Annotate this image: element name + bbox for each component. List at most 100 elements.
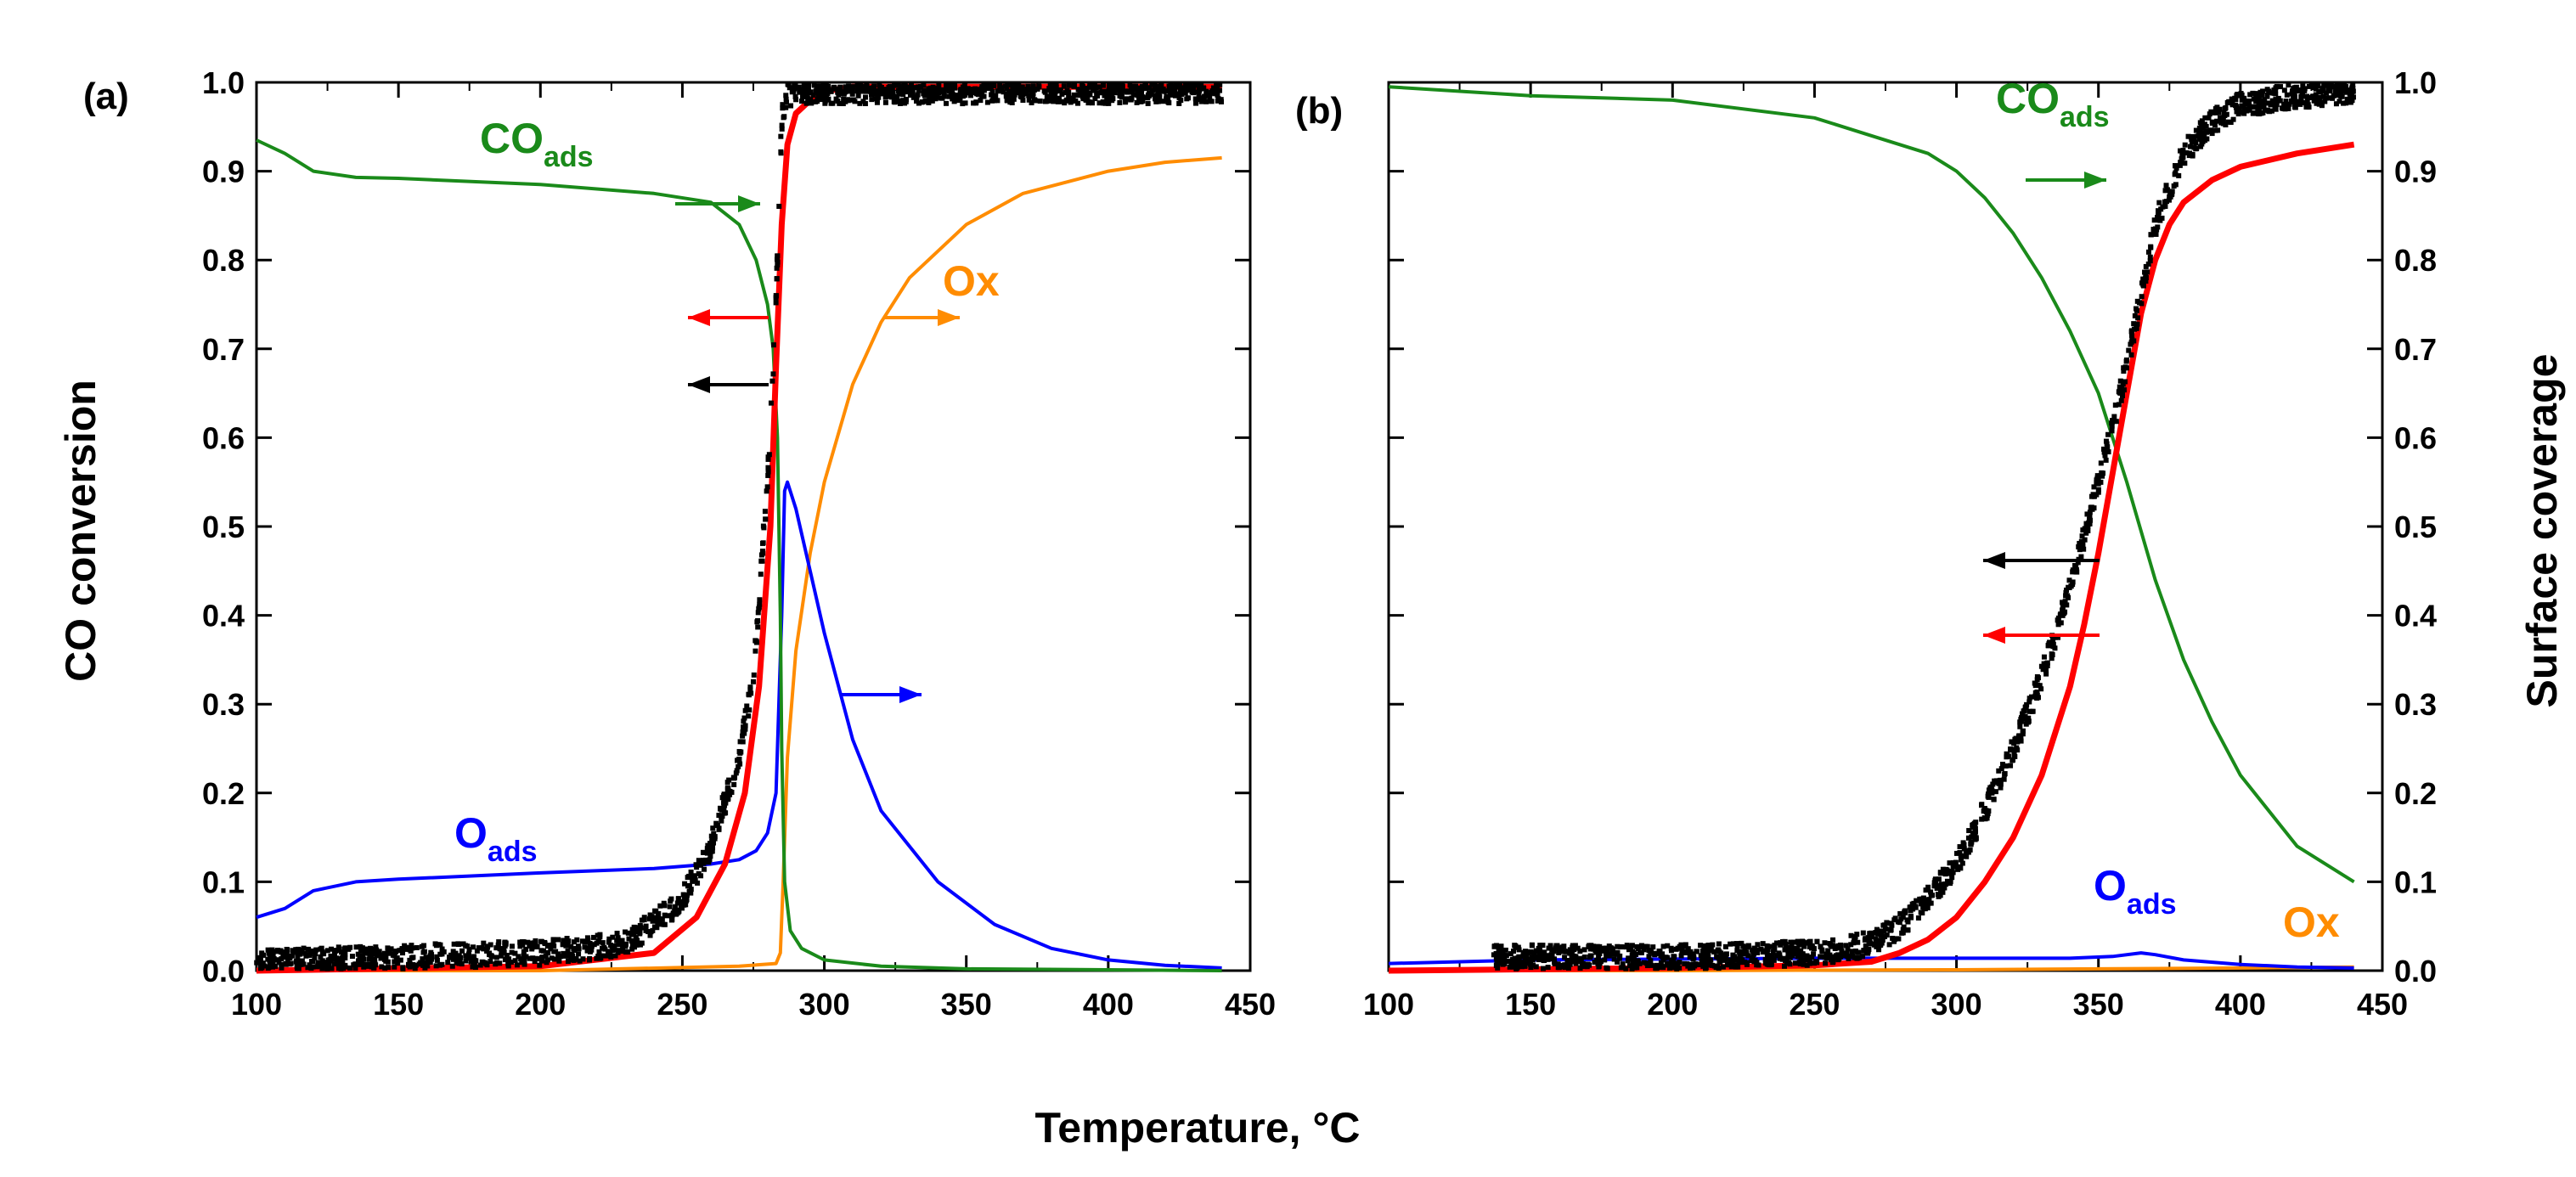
data-point	[1155, 87, 1161, 93]
data-point	[2180, 148, 2186, 154]
data-point	[1800, 938, 1806, 944]
data-point	[707, 853, 713, 859]
data-point	[1699, 948, 1705, 954]
arrow-head	[688, 376, 710, 393]
data-point	[400, 966, 406, 971]
data-point	[2187, 150, 2193, 156]
data-point	[1950, 864, 1956, 870]
data-point	[2016, 733, 2022, 739]
data-point	[1944, 867, 1950, 873]
data-point	[809, 100, 815, 106]
data-point	[2192, 139, 2198, 145]
y-tick-label: 0.9	[2394, 155, 2437, 189]
data-point	[2235, 106, 2241, 112]
data-point	[2218, 115, 2224, 121]
data-point	[2184, 149, 2190, 155]
data-point	[1109, 98, 1115, 104]
data-point	[313, 947, 319, 953]
data-point	[1905, 919, 1911, 925]
data-point	[1626, 955, 1632, 961]
data-point	[1765, 958, 1771, 964]
data-point	[2052, 634, 2058, 640]
data-point	[1177, 89, 1183, 95]
data-point	[857, 100, 863, 106]
data-point	[1148, 92, 1154, 98]
data-point	[466, 947, 472, 953]
data-point	[1801, 961, 1807, 967]
data-point	[509, 943, 515, 949]
data-point	[610, 934, 616, 940]
data-point	[2200, 125, 2206, 131]
data-point	[403, 946, 409, 952]
data-point	[2011, 741, 2017, 746]
data-point	[1905, 927, 1911, 933]
data-point	[1066, 82, 1072, 88]
data-point	[1660, 951, 1666, 957]
data-point	[2229, 96, 2235, 102]
data-point	[2190, 151, 2196, 157]
data-point	[2020, 731, 2026, 737]
data-point	[329, 946, 335, 952]
data-point	[1202, 93, 1208, 99]
data-point	[623, 929, 628, 935]
data-point	[2198, 144, 2204, 149]
data-point	[759, 558, 765, 564]
data-point	[1629, 952, 1635, 958]
data-point	[1932, 877, 1938, 883]
data-point	[1197, 96, 1203, 102]
data-point	[2077, 547, 2083, 553]
data-point	[869, 97, 875, 103]
data-point	[698, 873, 704, 879]
data-point	[1874, 931, 1880, 937]
data-point	[944, 83, 950, 89]
data-point	[2147, 254, 2153, 260]
data-point	[555, 937, 561, 943]
data-point	[1959, 857, 1964, 863]
data-point	[912, 85, 918, 91]
data-point	[1744, 960, 1750, 966]
data-point	[1075, 87, 1081, 93]
data-point	[1117, 99, 1123, 105]
x-tick-label: 200	[515, 987, 566, 1022]
data-point	[405, 944, 411, 950]
data-point	[630, 927, 636, 933]
data-point	[1882, 926, 1888, 932]
data-point	[2010, 757, 2015, 763]
data-point	[2331, 93, 2336, 99]
data-point	[900, 92, 906, 98]
data-point	[1787, 961, 1793, 967]
annotation-label: Ox	[943, 257, 1000, 305]
data-point	[1071, 82, 1077, 88]
data-point	[631, 924, 637, 930]
data-point	[1728, 964, 1734, 970]
data-point	[2084, 511, 2090, 517]
data-point	[751, 672, 757, 678]
data-point	[352, 965, 358, 971]
data-point	[1567, 947, 1573, 953]
data-point	[1722, 943, 1728, 949]
data-point	[2097, 473, 2103, 479]
data-point	[449, 963, 455, 969]
arrow-head	[938, 309, 960, 326]
data-point	[555, 955, 561, 960]
data-point	[697, 862, 703, 868]
data-point	[1562, 965, 1568, 971]
data-point	[307, 950, 313, 956]
data-point	[1008, 90, 1014, 96]
data-point	[1899, 930, 1905, 936]
data-point	[1055, 99, 1061, 104]
data-point	[612, 947, 617, 953]
data-point	[1705, 959, 1711, 965]
data-point	[1991, 797, 1997, 802]
data-point	[2338, 93, 2344, 99]
data-point	[254, 960, 260, 966]
data-point	[1986, 787, 1992, 793]
data-point	[527, 943, 533, 949]
data-point	[831, 84, 837, 90]
data-point	[737, 750, 743, 756]
data-point	[407, 960, 413, 966]
data-point	[587, 949, 593, 955]
data-point	[762, 509, 768, 515]
data-point	[2143, 274, 2149, 280]
data-point	[1923, 887, 1929, 893]
